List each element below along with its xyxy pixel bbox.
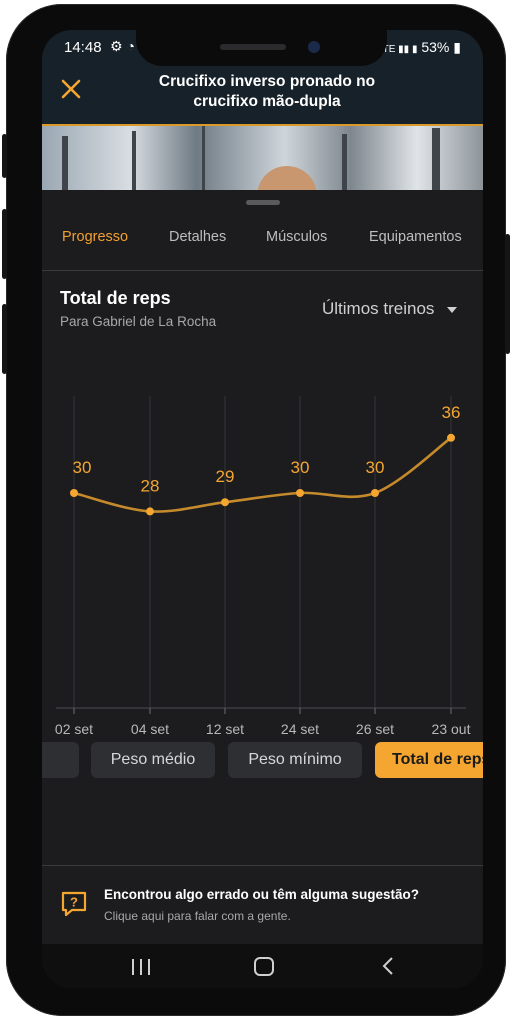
- title-line-2: crucifixo mão-dupla: [193, 93, 341, 110]
- app-header: Crucifixo inverso pronado no crucifixo m…: [42, 66, 483, 126]
- data-label: 36: [442, 403, 461, 422]
- drag-handle[interactable]: [246, 200, 280, 205]
- battery-icon: ▮: [453, 39, 461, 55]
- back-icon[interactable]: [358, 944, 418, 988]
- chip-hidden[interactable]: [42, 742, 79, 778]
- chip-peso-medio[interactable]: Peso médio: [91, 742, 215, 778]
- exercise-photo: [42, 126, 483, 196]
- tab-equipamentos[interactable]: Equipamentos: [369, 229, 462, 245]
- power-button: [505, 234, 510, 354]
- data-label: 30: [366, 458, 385, 477]
- data-point[interactable]: [146, 507, 154, 516]
- data-point[interactable]: [221, 498, 229, 507]
- reps-line-chart: 02 set 04 set 12 set 24 set 26 set 23 out 30 28…: [55, 396, 471, 737]
- close-icon[interactable]: [60, 78, 82, 100]
- data-point[interactable]: [447, 433, 455, 442]
- data-label: 28: [141, 476, 160, 495]
- metric-chips: Peso médio Peso mínimo Total de reps: [42, 742, 483, 780]
- feedback-title[interactable]: Encontrou algo errado ou têm alguma suge…: [104, 887, 420, 902]
- status-icons: ⚙ ◔: [110, 38, 135, 54]
- x-tick-label: 24 set: [281, 721, 319, 737]
- tab-detalhes[interactable]: Detalhes: [169, 229, 227, 245]
- divider: [42, 865, 483, 866]
- chip-peso-minimo[interactable]: Peso mínimo: [228, 742, 362, 778]
- status-right: VoLTE ▮▮ ▮ 53% ▮: [366, 39, 461, 56]
- chevron-down-icon[interactable]: [447, 307, 457, 313]
- x-tick-label: 02 set: [55, 721, 93, 737]
- data-point[interactable]: [371, 489, 379, 497]
- bottom-sheet: Progresso Detalhes Músculos Equipamentos…: [42, 190, 483, 988]
- data-point[interactable]: [70, 489, 78, 497]
- x-tick-label: 26 set: [356, 721, 394, 737]
- data-point[interactable]: [296, 489, 304, 497]
- volume-button: [2, 304, 7, 374]
- signal-icon: VoLTE ▮▮ ▮: [366, 44, 418, 55]
- data-label: 29: [216, 467, 235, 486]
- chip-total-reps[interactable]: Total de reps: [375, 742, 483, 778]
- period-dropdown[interactable]: Últimos treinos: [322, 299, 435, 318]
- side-button: [2, 134, 7, 178]
- data-label: 30: [73, 458, 92, 477]
- system-nav-bar: [42, 944, 483, 988]
- x-tick-label: 12 set: [206, 721, 244, 737]
- status-time: 14:48: [64, 39, 102, 56]
- recent-apps-icon[interactable]: [112, 944, 172, 988]
- chart-title: Total de reps: [60, 288, 171, 308]
- chart-subtitle: Para Gabriel de La Rocha: [60, 314, 217, 329]
- x-tick-label: 23 out: [432, 721, 471, 737]
- x-tick-label: 04 set: [131, 721, 169, 737]
- battery-level: 53%: [421, 39, 450, 55]
- tab-progresso[interactable]: Progresso: [62, 229, 129, 245]
- series-line: [73, 436, 452, 513]
- svg-text:?: ?: [70, 895, 78, 910]
- data-label: 30: [291, 458, 310, 477]
- tab-musculos[interactable]: Músculos: [266, 229, 328, 245]
- notch: [136, 30, 387, 66]
- tab-bar: Progresso Detalhes Músculos Equipamentos: [42, 226, 483, 271]
- feedback-subtitle[interactable]: Clique aqui para falar com a gente.: [104, 909, 291, 923]
- speaker: [220, 44, 286, 50]
- page-title: Crucifixo inverso pronado no crucifixo m…: [102, 72, 432, 112]
- screen: 14:48 ⚙ ◔ VoLTE ▮▮ ▮ 53% ▮ Crucifixo inv…: [42, 30, 483, 988]
- home-icon[interactable]: [234, 944, 294, 988]
- volume-button: [2, 209, 7, 279]
- front-camera: [308, 41, 320, 53]
- title-line-1: Crucifixo inverso pronado no: [158, 73, 376, 90]
- feedback-question-icon[interactable]: ?: [60, 890, 88, 918]
- phone-frame: 14:48 ⚙ ◔ VoLTE ▮▮ ▮ 53% ▮ Crucifixo inv…: [2, 4, 510, 1016]
